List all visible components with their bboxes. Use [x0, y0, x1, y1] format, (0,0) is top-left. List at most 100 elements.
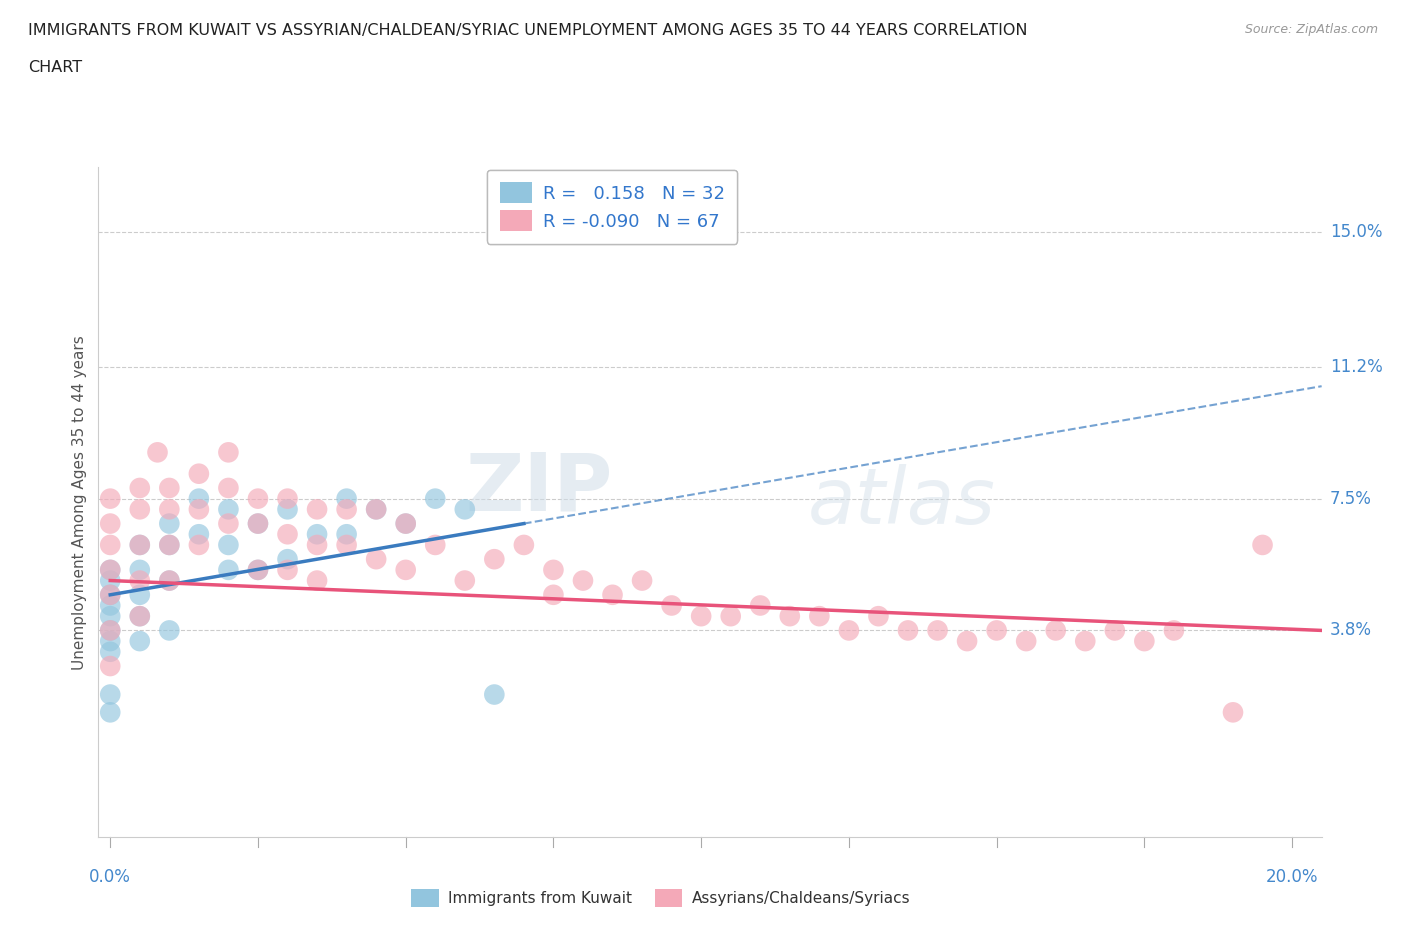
Point: [128, 609, 150, 624]
Point: [98, 563, 121, 578]
Point: [98, 598, 121, 613]
Text: 7.5%: 7.5%: [1330, 489, 1372, 508]
Point: [1104, 623, 1126, 638]
Point: [336, 538, 359, 552]
Point: [838, 623, 860, 638]
Text: ZIP: ZIP: [465, 450, 612, 528]
Point: [1222, 705, 1244, 720]
Point: [307, 573, 329, 588]
Point: [217, 538, 239, 552]
Point: [986, 623, 1008, 638]
Point: [128, 481, 150, 496]
Point: [157, 481, 180, 496]
Point: [128, 633, 150, 648]
Text: IMMIGRANTS FROM KUWAIT VS ASSYRIAN/CHALDEAN/SYRIAC UNEMPLOYMENT AMONG AGES 35 TO: IMMIGRANTS FROM KUWAIT VS ASSYRIAN/CHALD…: [28, 23, 1028, 38]
Point: [366, 551, 388, 566]
Text: 11.2%: 11.2%: [1330, 358, 1382, 376]
Point: [217, 445, 239, 459]
Point: [246, 563, 269, 578]
Point: [187, 502, 209, 517]
Point: [98, 609, 121, 624]
Text: 3.8%: 3.8%: [1330, 621, 1372, 640]
Point: [157, 538, 180, 552]
Point: [276, 563, 298, 578]
Point: [98, 633, 121, 648]
Point: [336, 491, 359, 506]
Point: [484, 551, 506, 566]
Point: [128, 609, 150, 624]
Point: [484, 687, 506, 702]
Point: [157, 623, 180, 638]
Point: [98, 623, 121, 638]
Point: [98, 588, 121, 603]
Point: [602, 588, 624, 603]
Point: [146, 445, 169, 459]
Point: [128, 538, 150, 552]
Point: [1163, 623, 1185, 638]
Point: [246, 563, 269, 578]
Point: [128, 573, 150, 588]
Point: [868, 609, 890, 624]
Point: [276, 551, 298, 566]
Point: [246, 516, 269, 531]
Point: [217, 502, 239, 517]
Point: [157, 516, 180, 531]
Point: [307, 502, 329, 517]
Point: [425, 538, 447, 552]
Point: [128, 588, 150, 603]
Point: [98, 538, 121, 552]
Point: [98, 588, 121, 603]
Point: [956, 633, 979, 648]
Point: [128, 502, 150, 517]
Point: [98, 563, 121, 578]
Point: [217, 516, 239, 531]
Point: [157, 573, 180, 588]
Point: [98, 644, 121, 659]
Point: [98, 705, 121, 720]
Point: [395, 516, 418, 531]
Point: [631, 573, 654, 588]
Point: [128, 538, 150, 552]
Point: [425, 491, 447, 506]
Point: [276, 502, 298, 517]
Point: [1015, 633, 1038, 648]
Point: [307, 526, 329, 541]
Point: [157, 538, 180, 552]
Point: [307, 538, 329, 552]
Y-axis label: Unemployment Among Ages 35 to 44 years: Unemployment Among Ages 35 to 44 years: [72, 335, 87, 670]
Point: [690, 609, 713, 624]
Text: 20.0%: 20.0%: [1265, 868, 1319, 885]
Text: CHART: CHART: [28, 60, 82, 75]
Point: [157, 502, 180, 517]
Point: [98, 687, 121, 702]
Text: Source: ZipAtlas.com: Source: ZipAtlas.com: [1244, 23, 1378, 36]
Point: [276, 491, 298, 506]
Point: [366, 502, 388, 517]
Point: [543, 588, 565, 603]
Point: [1133, 633, 1156, 648]
Point: [1045, 623, 1067, 638]
Point: [543, 563, 565, 578]
Point: [157, 573, 180, 588]
Point: [276, 526, 298, 541]
Point: [187, 491, 209, 506]
Point: [572, 573, 595, 588]
Text: 15.0%: 15.0%: [1330, 222, 1382, 241]
Point: [187, 466, 209, 481]
Point: [98, 623, 121, 638]
Point: [217, 481, 239, 496]
Point: [1251, 538, 1274, 552]
Point: [336, 526, 359, 541]
Point: [720, 609, 742, 624]
Legend: Immigrants from Kuwait, Assyrians/Chaldeans/Syriacs: Immigrants from Kuwait, Assyrians/Chalde…: [405, 884, 917, 913]
Point: [513, 538, 536, 552]
Point: [98, 658, 121, 673]
Text: atlas: atlas: [808, 464, 995, 540]
Point: [1074, 633, 1097, 648]
Point: [779, 609, 801, 624]
Point: [98, 516, 121, 531]
Point: [897, 623, 920, 638]
Point: [187, 538, 209, 552]
Legend: R =   0.158   N = 32, R = -0.090   N = 67: R = 0.158 N = 32, R = -0.090 N = 67: [486, 170, 738, 244]
Point: [187, 526, 209, 541]
